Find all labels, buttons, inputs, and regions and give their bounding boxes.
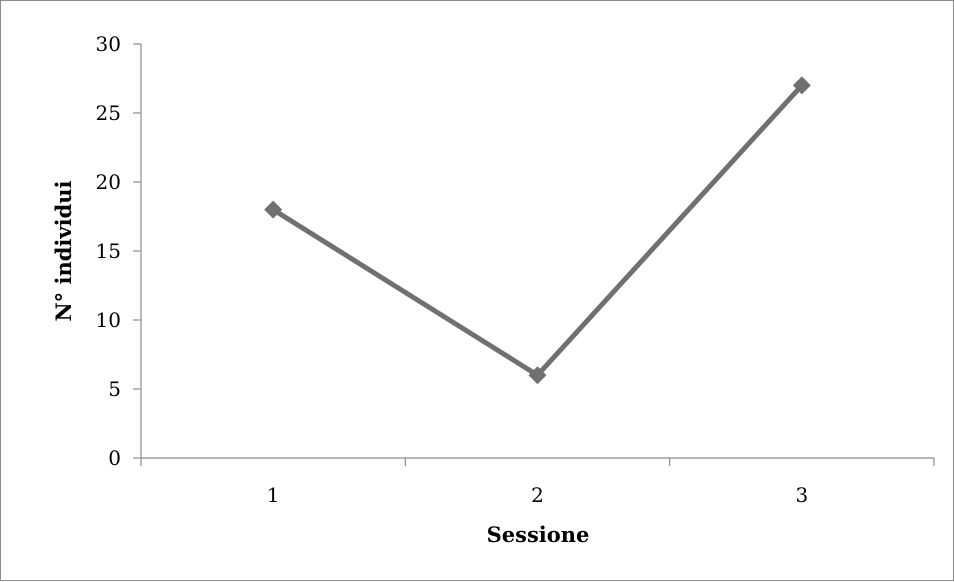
x-tick-label: 3 — [795, 483, 808, 507]
y-tick-label: 15 — [96, 239, 121, 263]
x-axis-title: Sessione — [487, 522, 590, 547]
y-tick-label: 10 — [96, 308, 121, 332]
x-tick-label: 1 — [267, 483, 280, 507]
plot-area: 0 5 10 15 20 25 30 1 2 3 — [96, 32, 935, 507]
y-tick-label: 5 — [108, 377, 121, 401]
x-tick-label: 2 — [531, 483, 544, 507]
series-line — [270, 82, 805, 378]
y-tick-label: 20 — [96, 170, 121, 194]
y-tick-label: 30 — [96, 32, 121, 56]
y-tick-label: 25 — [96, 101, 121, 125]
data-point-marker — [792, 76, 811, 95]
data-point-marker — [528, 366, 547, 385]
data-point-marker — [264, 200, 283, 219]
y-tick-label: 0 — [108, 446, 121, 470]
y-axis-title: N° individui — [51, 180, 76, 321]
